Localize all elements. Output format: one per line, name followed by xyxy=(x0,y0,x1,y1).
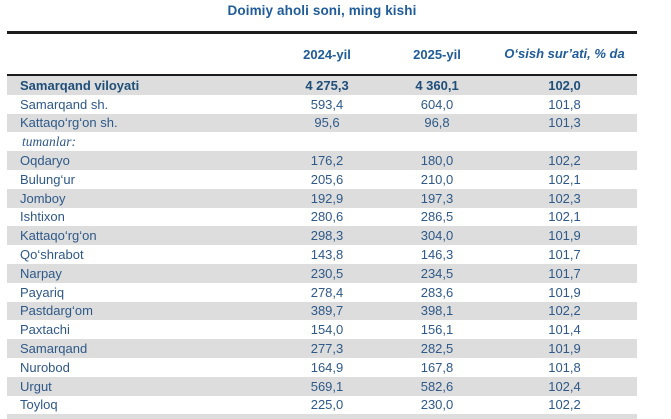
table-row-oqdaryo: Oqdaryo 176,2 180,0 102,2 xyxy=(7,151,637,170)
value-2024: 205,6 xyxy=(310,171,344,187)
value-2024: 154,0 xyxy=(310,322,344,338)
value-2024: 593,4 xyxy=(310,96,344,112)
table-row-nurobod: Nurobod 164,9 167,8 101,8 xyxy=(7,357,637,377)
region-name: tumanlar: xyxy=(22,133,76,149)
region-name: Jomboy xyxy=(20,190,66,206)
value-2024: 176,2 xyxy=(310,153,344,169)
growth-rate: 101,8 xyxy=(548,359,581,375)
growth-rate: 102,4 xyxy=(548,378,581,394)
value-2025: 96,8 xyxy=(424,115,450,131)
region-name: Narpay xyxy=(20,265,62,281)
value-2024: 389,7 xyxy=(310,303,344,319)
growth-rate: 101,9 xyxy=(548,228,581,244)
value-2025: 146,3 xyxy=(420,247,454,263)
value-2025: 283,6 xyxy=(420,284,454,300)
region-name: Samarqand viloyati xyxy=(20,77,140,93)
growth-rate: 101,9 xyxy=(548,341,581,357)
value-2025: 282,5 xyxy=(420,341,454,357)
column-header-growth-rate: O‘sish sur’ati, % da xyxy=(504,46,625,62)
growth-rate: 102,0 xyxy=(548,77,581,93)
value-2025: 156,1 xyxy=(420,322,454,338)
table-row-ishtixon: Ishtixon 280,6 286,5 102,1 xyxy=(7,207,637,227)
region-name: Paxtachi xyxy=(20,322,70,338)
table-row-jomboy: Jomboy 192,9 197,3 102,3 xyxy=(7,188,637,208)
growth-rate: 102,1 xyxy=(548,171,581,187)
value-2025: 398,1 xyxy=(420,303,454,319)
value-2024: 192,9 xyxy=(310,190,344,206)
value-2025: 582,6 xyxy=(420,378,454,394)
region-name: Kattaqo‘rg‘on sh. xyxy=(20,115,118,131)
value-2024: 4 275,3 xyxy=(305,77,349,93)
growth-rate: 101,7 xyxy=(548,265,581,281)
growth-rate: 102,2 xyxy=(548,397,581,413)
value-2024: 143,8 xyxy=(310,247,344,263)
region-name: Bulung‘ur xyxy=(20,171,75,187)
table-row-samarqand-sh: Samarqand sh. 593,4 604,0 101,8 xyxy=(7,94,637,114)
value-2024: 298,3 xyxy=(310,228,344,244)
region-name: Ishtixon xyxy=(20,209,65,225)
column-header-2025: 2025-yil xyxy=(413,46,461,62)
value-2025: 286,5 xyxy=(420,209,454,225)
growth-rate: 102,1 xyxy=(548,209,581,225)
table-row-samarqand-viloyati: Samarqand viloyati 4 275,3 4 360,1 102,0 xyxy=(7,76,637,95)
growth-rate: 101,8 xyxy=(548,96,581,112)
value-2025: 210,0 xyxy=(420,171,454,187)
table-row-payariq: Payariq 278,4 283,6 101,9 xyxy=(7,282,637,302)
region-name: Payariq xyxy=(20,284,65,300)
region-name: Qo‘shrabot xyxy=(20,247,84,263)
growth-rate: 102,3 xyxy=(548,190,581,206)
value-2024: 280,6 xyxy=(310,209,344,225)
region-name: Samarqand sh. xyxy=(20,96,109,112)
growth-rate: 102,2 xyxy=(548,153,581,169)
value-2024: 277,3 xyxy=(310,341,344,357)
value-2024: 95,6 xyxy=(314,115,340,131)
value-2025: 180,0 xyxy=(420,153,454,169)
column-header-2024: 2024-yil xyxy=(303,46,351,62)
table-row-samarqand: Samarqand 277,3 282,5 101,9 xyxy=(7,339,637,358)
value-2025: 4 360,1 xyxy=(415,77,459,93)
value-2024: 278,4 xyxy=(310,284,344,300)
value-2025: 234,5 xyxy=(420,265,454,281)
region-name: Toyloq xyxy=(20,397,58,413)
clipped-next-row-edge xyxy=(7,414,637,419)
table-row-kattaqo-rg-on: Kattaqo‘rg‘on 298,3 304,0 101,9 xyxy=(7,226,637,246)
table-row-tumanlar: tumanlar: xyxy=(7,132,637,152)
growth-rate: 101,3 xyxy=(548,115,581,131)
region-name: Oqdaryo xyxy=(20,153,70,169)
value-2024: 225,0 xyxy=(310,397,344,413)
table-row-narpay: Narpay 230,5 234,5 101,7 xyxy=(7,263,637,283)
table-row-kattaqo-rg-on-sh: Kattaqo‘rg‘on sh. 95,6 96,8 101,3 xyxy=(7,113,637,133)
value-2024: 569,1 xyxy=(310,378,344,394)
value-2025: 230,0 xyxy=(420,397,454,413)
table-row-urgut: Urgut 569,1 582,6 102,4 xyxy=(7,376,637,396)
region-name: Urgut xyxy=(20,378,52,394)
region-name: Kattaqo‘rg‘on xyxy=(20,228,97,244)
page-title: Doimiy aholi soni, ming kishi xyxy=(227,3,417,18)
table-body: Samarqand viloyati 4 275,3 4 360,1 102,0 Sam… xyxy=(7,76,637,415)
value-2025: 304,0 xyxy=(420,228,454,244)
growth-rate: 101,4 xyxy=(548,322,581,338)
region-name: Pastdarg‘om xyxy=(20,303,93,319)
region-name: Nurobod xyxy=(20,359,70,375)
table-top-rule xyxy=(7,31,637,34)
growth-rate: 101,9 xyxy=(548,284,581,300)
table-row-toyloq: Toyloq 225,0 230,0 102,2 xyxy=(7,395,637,415)
table-header-row: 2024-yil 2025-yil O‘sish sur’ati, % da xyxy=(7,34,637,76)
value-2025: 197,3 xyxy=(420,190,454,206)
growth-rate: 102,2 xyxy=(548,303,581,319)
value-2024: 164,9 xyxy=(310,359,344,375)
table-row-bulung-ur: Bulung‘ur 205,6 210,0 102,1 xyxy=(7,169,637,189)
table-row-paxtachi: Paxtachi 154,0 156,1 101,4 xyxy=(7,320,637,340)
population-table: 2024-yil 2025-yil O‘sish sur’ati, % da S… xyxy=(7,31,637,419)
growth-rate: 101,7 xyxy=(548,247,581,263)
value-2024: 230,5 xyxy=(310,265,344,281)
region-name: Samarqand xyxy=(20,341,88,357)
value-2025: 167,8 xyxy=(420,359,454,375)
table-row-qo-shrabot: Qo‘shrabot 143,8 146,3 101,7 xyxy=(7,245,637,264)
value-2025: 604,0 xyxy=(420,96,454,112)
table-row-pastdarg-om: Pastdarg‘om 389,7 398,1 102,2 xyxy=(7,301,637,321)
